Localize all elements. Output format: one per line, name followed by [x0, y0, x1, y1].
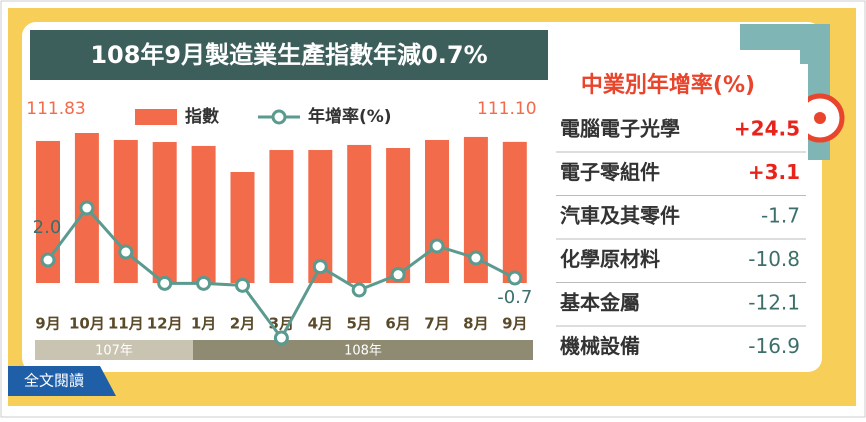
year-label: 107年 [95, 344, 133, 359]
x-tick-label: 10月 [69, 315, 105, 333]
industry-value: -16.9 [748, 334, 800, 358]
yoy-marker [40, 252, 56, 268]
yoy-marker [79, 200, 95, 216]
bar [230, 171, 255, 283]
x-tick-label: 7月 [424, 315, 449, 333]
x-tick-label: 8月 [463, 315, 488, 333]
industry-name: 電腦電子光學 [560, 117, 680, 141]
table-title: 中業別年增率(%) [581, 72, 755, 98]
industry-value: +3.1 [748, 160, 800, 184]
year-band [193, 340, 533, 360]
valve-core [814, 112, 826, 124]
yoy-marker [390, 267, 406, 283]
industry-name: 汽車及其零件 [560, 204, 680, 228]
x-tick-label: 4月 [308, 315, 333, 333]
year-label: 108年 [344, 344, 382, 359]
pipe [740, 24, 830, 50]
yoy-marker [273, 330, 289, 346]
industry-value: -1.7 [761, 204, 800, 228]
year-band [35, 340, 193, 360]
legend-label: 指數 [185, 106, 219, 127]
x-tick-label: 9月 [502, 315, 527, 333]
bar [347, 144, 372, 283]
table-panel [552, 64, 808, 370]
yoy-marker [507, 270, 523, 286]
x-tick-label: 11月 [108, 315, 144, 333]
title-box [30, 30, 548, 80]
legend-label: 年增率(%) [308, 106, 392, 127]
bar-value-label: 111.83 [26, 99, 85, 119]
button-shape [8, 366, 116, 396]
yoy-marker [196, 275, 212, 291]
yoy-marker [235, 277, 250, 293]
bar [502, 141, 527, 283]
industry-value: -10.8 [748, 247, 800, 271]
legend-marker [271, 109, 287, 125]
bar [152, 142, 177, 283]
bar [425, 139, 449, 283]
legend-bar-swatch [135, 109, 177, 125]
x-tick-label: 5月 [346, 315, 371, 333]
industry-value: +24.5 [734, 117, 800, 141]
yoy-value-label: 2.0 [33, 217, 62, 238]
yoy-marker [468, 250, 484, 266]
x-tick-label: 12月 [147, 315, 183, 333]
industry-name: 機械設備 [560, 334, 640, 358]
bar [269, 150, 294, 283]
x-tick-label: 9月 [35, 315, 60, 333]
yoy-marker [312, 259, 328, 275]
x-tick-label: 1月 [191, 315, 216, 333]
button-label[interactable]: 全文閱讀 [24, 372, 84, 390]
bar-value-label: 111.10 [477, 99, 536, 119]
industry-name: 化學原材料 [560, 247, 660, 271]
bar [386, 147, 411, 283]
yoy-marker [351, 282, 367, 298]
bar [191, 145, 216, 283]
bar [113, 139, 138, 283]
yoy-value-label: -0.7 [497, 287, 532, 308]
yoy-marker [429, 238, 445, 254]
industry-name: 電子零組件 [560, 160, 660, 184]
x-tick-label: 2月 [230, 315, 255, 333]
industry-name: 基本金屬 [560, 291, 640, 315]
read-more-button[interactable]: 全文閱讀 [8, 366, 116, 396]
yoy-marker [118, 244, 134, 260]
x-tick-label: 6月 [385, 315, 410, 333]
title: 108年9月製造業生產指數年減0.7% [90, 41, 487, 69]
industry-value: -12.1 [748, 291, 800, 315]
yoy-marker [157, 275, 173, 291]
